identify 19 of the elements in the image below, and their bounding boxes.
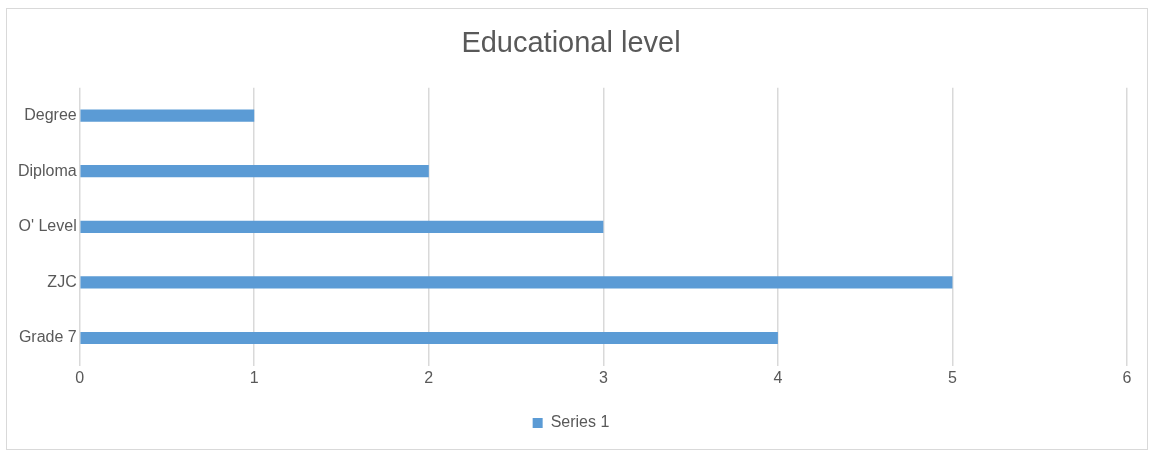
bar (80, 331, 778, 345)
x-tick-label: 2 (424, 368, 434, 386)
legend-label: Series 1 (550, 413, 610, 431)
x-tick-label: 0 (75, 368, 85, 386)
bar (80, 220, 604, 233)
x-tick-label: 4 (773, 368, 783, 386)
x-tick-label: 3 (598, 368, 608, 386)
bar (80, 165, 429, 178)
bar (80, 276, 953, 289)
y-tick-label: Grade 7 (18, 328, 77, 346)
x-tick-label: 1 (249, 368, 259, 386)
x-tick-label: 5 (947, 368, 957, 386)
chart-title: Educational level (461, 26, 681, 59)
x-tick-label: 6 (1122, 368, 1132, 386)
y-tick-label: Diploma (18, 161, 77, 179)
y-tick-label: Degree (24, 106, 77, 124)
y-tick-label: O' Level (18, 217, 77, 235)
bar (80, 109, 255, 122)
y-tick-label: ZJC (47, 272, 77, 290)
